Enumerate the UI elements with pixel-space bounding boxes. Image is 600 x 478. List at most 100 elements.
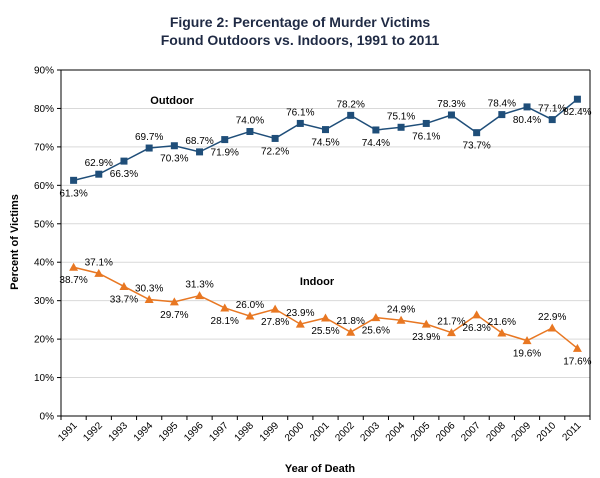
data-point xyxy=(497,328,507,337)
y-tick-label: 80% xyxy=(34,104,54,115)
data-label: 75.1% xyxy=(387,111,415,122)
data-label: 78.3% xyxy=(437,99,465,110)
data-label: 17.6% xyxy=(563,356,591,367)
x-tick-label: 2003 xyxy=(358,420,382,444)
data-label: 23.9% xyxy=(412,332,440,343)
data-label: 78.2% xyxy=(337,99,365,110)
data-point xyxy=(522,336,532,345)
data-point xyxy=(397,123,405,131)
data-label: 70.3% xyxy=(160,154,188,165)
data-point xyxy=(498,111,506,119)
data-point xyxy=(145,144,153,152)
x-tick-label: 1994 xyxy=(132,420,156,444)
x-tick-label: 1995 xyxy=(157,420,181,444)
y-tick-label: 20% xyxy=(34,335,54,346)
data-label: 29.7% xyxy=(160,310,188,321)
data-label: 74.0% xyxy=(236,116,264,127)
data-point xyxy=(69,262,79,271)
data-point xyxy=(221,136,229,144)
x-tick-label: 1993 xyxy=(107,420,131,444)
data-label: 21.6% xyxy=(488,317,516,328)
x-tick-label: 1996 xyxy=(182,420,206,444)
data-label: 24.9% xyxy=(387,304,415,315)
data-label: 82.4% xyxy=(563,107,591,118)
x-tick-label: 1997 xyxy=(207,420,231,444)
data-label: 37.1% xyxy=(85,257,113,268)
data-label: 25.5% xyxy=(311,326,339,337)
data-label: 30.3% xyxy=(135,284,163,295)
x-tick-label: 1992 xyxy=(81,420,105,444)
data-label: 26.0% xyxy=(236,300,264,311)
x-tick-label: 2001 xyxy=(308,420,332,444)
data-point xyxy=(246,128,254,136)
data-label: 77.1% xyxy=(538,104,566,115)
data-point xyxy=(296,119,304,127)
chart-title-line-2: Found Outdoors vs. Indoors, 1991 to 2011 xyxy=(161,32,440,48)
y-tick-label: 60% xyxy=(34,181,54,192)
data-label: 33.7% xyxy=(110,294,138,305)
data-label: 31.3% xyxy=(185,280,213,291)
y-tick-label: 30% xyxy=(34,296,54,307)
x-tick-label: 2008 xyxy=(484,420,508,444)
x-tick-label: 2002 xyxy=(333,420,357,444)
data-point xyxy=(169,297,179,306)
data-label: 76.1% xyxy=(286,107,314,118)
data-label: 27.8% xyxy=(261,317,289,328)
data-label: 72.2% xyxy=(261,146,289,157)
data-point xyxy=(548,116,556,124)
data-point xyxy=(446,328,456,337)
data-point xyxy=(346,327,356,336)
data-point xyxy=(371,313,381,322)
x-tick-label: 2005 xyxy=(409,420,433,444)
data-point xyxy=(473,129,481,137)
data-point xyxy=(573,95,581,103)
data-point xyxy=(295,319,305,328)
data-label: 26.3% xyxy=(462,323,490,334)
data-label: 23.9% xyxy=(286,308,314,319)
x-tick-label: 2004 xyxy=(384,420,408,444)
data-point xyxy=(472,310,482,319)
x-tick-label: 1991 xyxy=(56,420,80,444)
y-tick-label: 70% xyxy=(34,142,54,153)
series-label-outdoor: Outdoor xyxy=(150,95,194,107)
data-label: 38.7% xyxy=(59,275,87,286)
data-label: 61.3% xyxy=(59,188,87,199)
x-axis-title: Year of Death xyxy=(285,463,356,475)
data-point xyxy=(95,170,103,178)
x-tick-label: 1999 xyxy=(258,420,282,444)
data-point xyxy=(572,343,582,352)
data-label: 73.7% xyxy=(462,141,490,152)
x-tick-label: 2010 xyxy=(535,420,559,444)
data-point xyxy=(447,111,455,119)
data-point xyxy=(70,176,78,184)
x-tick-label: 2007 xyxy=(459,420,483,444)
data-point xyxy=(270,304,280,313)
y-tick-label: 40% xyxy=(34,258,54,269)
data-point xyxy=(144,295,154,304)
series-outdoor xyxy=(70,95,581,184)
data-label: 62.9% xyxy=(85,158,113,169)
data-point xyxy=(372,126,380,134)
data-label: 76.1% xyxy=(412,131,440,142)
data-label: 21.8% xyxy=(337,316,365,327)
series-indoor xyxy=(69,262,582,352)
data-labels: 61.3% 62.9%66.3% 69.7% 70.3% 68.7%71.9% 74.0%… xyxy=(59,95,591,367)
data-point xyxy=(421,319,431,328)
data-label: 66.3% xyxy=(110,169,138,180)
data-point xyxy=(120,157,128,165)
data-point xyxy=(119,281,129,290)
y-tick-label: 0% xyxy=(40,412,55,423)
chart-title-line-1: Figure 2: Percentage of Murder Victims xyxy=(170,14,431,30)
data-point xyxy=(195,291,205,300)
data-point xyxy=(322,126,329,134)
y-tick-label: 90% xyxy=(34,66,54,77)
data-point xyxy=(422,119,430,127)
data-point xyxy=(396,315,406,324)
data-label: 19.6% xyxy=(513,349,541,360)
data-label: 69.7% xyxy=(135,132,163,143)
data-label: 74.4% xyxy=(362,138,390,149)
y-axis-title: Percent of Victims xyxy=(9,194,21,290)
y-tick-label: 10% xyxy=(34,373,54,384)
data-label: 28.1% xyxy=(211,316,239,327)
